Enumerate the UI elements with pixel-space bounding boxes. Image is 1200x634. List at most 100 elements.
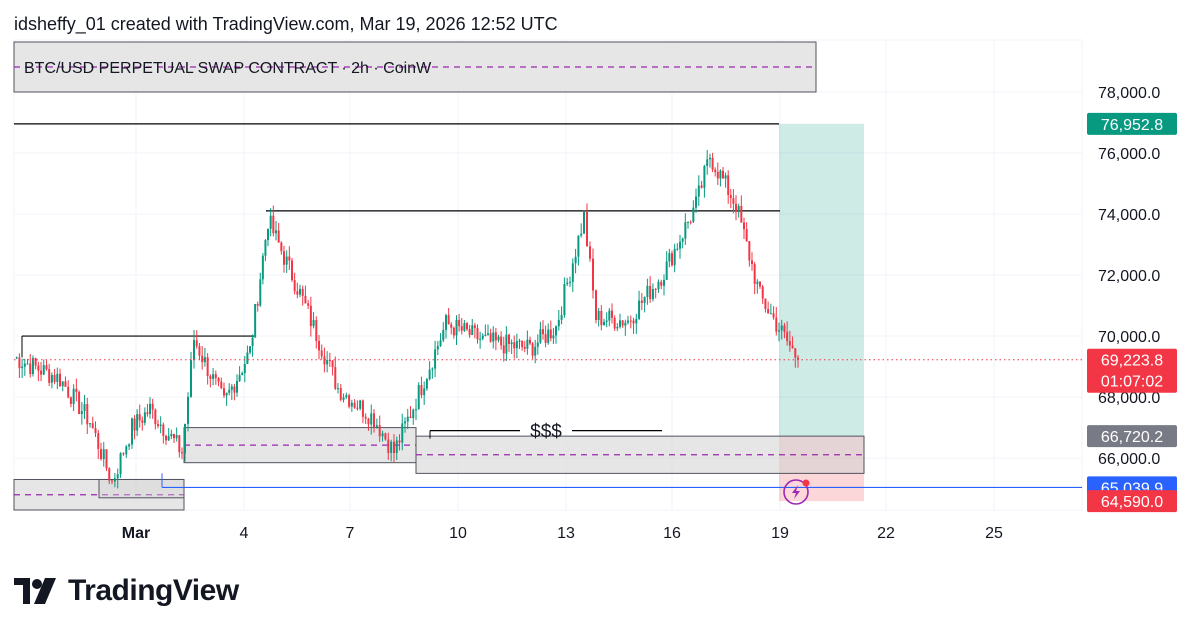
candle-body	[159, 424, 162, 426]
candle-body	[714, 169, 717, 172]
candle-body	[740, 205, 743, 223]
x-tick-label: 4	[240, 525, 249, 542]
candle-body	[409, 416, 412, 419]
candle-body	[138, 414, 141, 421]
x-tick-label: Mar	[122, 525, 150, 542]
candle-body	[783, 325, 786, 332]
candle-body	[510, 342, 513, 345]
candle-body	[689, 221, 692, 223]
tradingview-logo[interactable]: TradingView	[14, 574, 239, 608]
candle-body	[61, 381, 64, 387]
candle-body	[195, 340, 198, 347]
price-label-1-bg	[1087, 425, 1177, 448]
candle-body	[534, 346, 537, 356]
candle-body	[251, 337, 254, 347]
candle-body	[170, 433, 173, 437]
candle-body	[605, 320, 608, 322]
candle-body	[395, 440, 398, 454]
candle-body	[401, 423, 404, 443]
candle-body	[390, 441, 393, 453]
x-tick-label: 7	[346, 525, 355, 542]
candle-body	[632, 320, 635, 324]
candle-body	[122, 453, 125, 455]
candle-body	[539, 329, 542, 343]
candle-body	[193, 340, 195, 361]
candle-body	[450, 324, 453, 328]
candle-body	[566, 282, 569, 285]
candle-body	[350, 402, 353, 407]
x-tick-label: 25	[985, 525, 1003, 542]
candle-body	[624, 322, 627, 326]
candle-body	[209, 376, 212, 379]
liquidity-label: $$$	[530, 422, 562, 443]
candle-body	[660, 281, 663, 286]
candle-body	[492, 332, 495, 342]
candle-body	[415, 409, 417, 411]
candle-body	[595, 290, 597, 320]
x-tick-label: 10	[449, 525, 467, 542]
candle-body	[203, 357, 206, 363]
candle-body	[417, 385, 420, 410]
candle-body	[769, 313, 772, 315]
candle-body	[339, 388, 342, 400]
candle-body	[72, 388, 75, 404]
candle-body	[735, 203, 737, 213]
candle-body	[293, 280, 296, 292]
candle-body	[772, 313, 775, 318]
candle-body	[162, 424, 165, 436]
candle-body	[580, 233, 583, 236]
candle-body	[299, 288, 301, 295]
countdown-label: 01:07:02	[1101, 374, 1163, 391]
candle-body	[187, 396, 189, 424]
candle-body	[381, 433, 384, 437]
alert-bolt	[792, 485, 800, 499]
candle-body	[64, 381, 67, 387]
candle-body	[423, 388, 426, 396]
candle-body	[589, 246, 591, 259]
candle-body	[479, 338, 482, 340]
candle-body	[198, 346, 201, 356]
y-tick-label: 76,000.0	[1098, 146, 1160, 163]
candle-body	[697, 185, 700, 197]
candle-body	[320, 350, 323, 357]
y-tick-label: 68,000.0	[1098, 390, 1160, 407]
candle-body	[190, 360, 192, 397]
candle-body	[719, 170, 722, 179]
candle-body	[67, 386, 70, 398]
candle-body	[167, 436, 170, 441]
candle-body	[502, 345, 505, 354]
candle-body	[201, 355, 204, 363]
candle-body	[288, 256, 291, 261]
candle-body	[359, 400, 362, 409]
candle-body	[136, 414, 139, 431]
candle-body	[780, 325, 783, 331]
candle-body	[549, 329, 552, 339]
candle-body	[484, 334, 487, 336]
candle-body	[711, 157, 714, 170]
last-price-label: 69,223.8	[1101, 353, 1163, 370]
candle-body	[638, 300, 641, 319]
candle-body	[531, 343, 534, 356]
candle-body	[732, 198, 735, 204]
candle-body	[40, 370, 43, 375]
candle-body	[761, 286, 764, 299]
candle-body	[337, 388, 339, 390]
candle-body	[348, 395, 351, 407]
candle-body	[439, 340, 442, 346]
candle-body	[452, 327, 455, 336]
candle-body	[154, 409, 157, 425]
candle-body	[315, 320, 318, 341]
candle-body	[42, 365, 45, 375]
candle-body	[586, 211, 588, 247]
candle-body	[353, 402, 356, 408]
candle-body	[434, 349, 437, 369]
candle-body	[557, 319, 560, 327]
candle-body	[552, 335, 555, 339]
candle-body	[97, 433, 100, 450]
candle-body	[643, 297, 646, 303]
candle-body	[513, 342, 516, 349]
candle-body	[249, 346, 251, 353]
candle-body	[373, 413, 375, 428]
candle-body	[304, 295, 307, 304]
